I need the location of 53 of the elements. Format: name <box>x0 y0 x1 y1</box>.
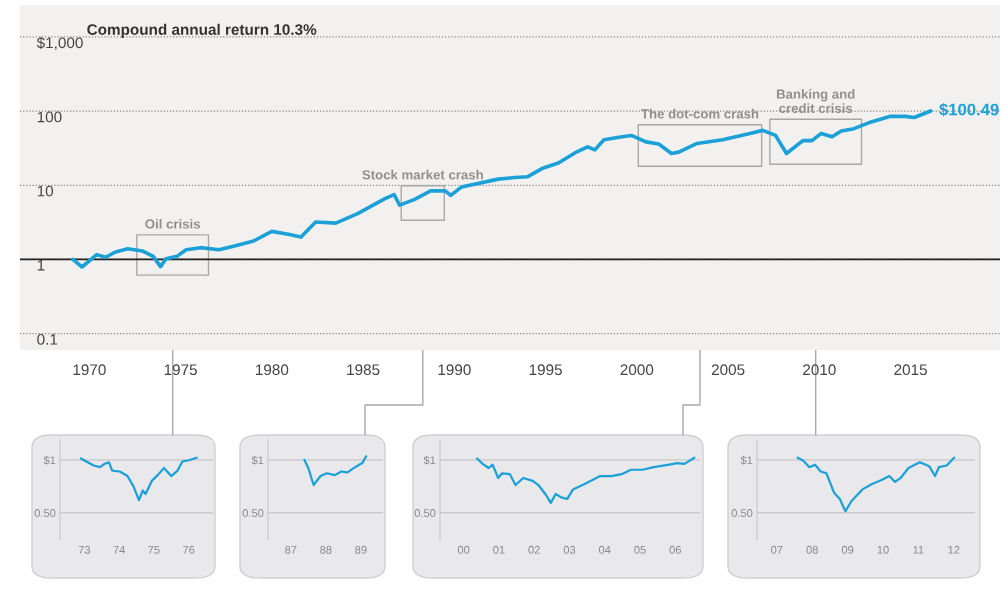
line-series <box>475 456 696 504</box>
y-tick-label: $1 <box>251 455 264 465</box>
x-tick-label: 2005 <box>711 364 745 376</box>
y-tick-label: $1 <box>43 455 56 465</box>
x-tick-label: 2015 <box>894 364 927 376</box>
x-tick-label: 73 <box>78 545 91 554</box>
x-tick-label: 75 <box>148 545 160 554</box>
x-tick-label: 10 <box>877 545 889 554</box>
x-tick-label: 09 <box>841 545 854 554</box>
y-tick-label: 10 <box>37 185 54 197</box>
x-tick-label: 1990 <box>438 364 471 376</box>
annotation: Stock market crash <box>362 169 483 180</box>
x-tick-label: 2010 <box>803 364 836 376</box>
x-tick-label: 00 <box>457 545 470 554</box>
y-tick-label: 0.50 <box>34 509 56 517</box>
annotation: Banking and credit crisis <box>776 89 855 114</box>
x-tick-label: 08 <box>806 545 818 554</box>
line-series <box>79 456 198 502</box>
y-tick-label: 0.50 <box>414 509 436 517</box>
annotation: Oil crisis <box>145 218 200 229</box>
x-tick-label: 05 <box>634 545 646 554</box>
x-tick-label: 74 <box>113 545 125 554</box>
y-tick-label: $1,000 <box>36 36 83 51</box>
y-tick-label: 100 <box>37 111 62 123</box>
x-tick-label: 11 <box>913 545 924 554</box>
x-tick-label: 76 <box>183 545 195 554</box>
y-tick-label: 0.50 <box>731 509 753 517</box>
annotation: Compound annual return 10.3% <box>87 23 317 38</box>
data-label: $100.49 <box>939 102 999 117</box>
x-tick-label: 07 <box>771 545 783 554</box>
annotation: The dot-com crash <box>641 108 759 119</box>
x-tick-label: 1985 <box>347 364 380 376</box>
line-series <box>303 455 368 487</box>
x-tick-label: 02 <box>528 545 540 554</box>
y-tick-label: $1 <box>423 455 436 465</box>
x-tick-label: 87 <box>285 545 297 554</box>
x-tick-label: 1970 <box>73 364 106 376</box>
x-tick-label: 2000 <box>620 364 654 376</box>
x-tick-label: 1995 <box>529 364 562 376</box>
x-tick-label: 04 <box>599 545 611 554</box>
x-tick-label: 1975 <box>164 364 197 376</box>
y-tick-label: 0.1 <box>37 333 58 345</box>
x-tick-label: 03 <box>563 545 576 554</box>
x-tick-label: 06 <box>669 545 681 554</box>
y-tick-label: 0.50 <box>242 509 264 517</box>
x-tick-label: 88 <box>320 545 332 554</box>
line-series <box>796 456 956 513</box>
y-tick-label: 1 <box>37 259 45 271</box>
x-tick-label: 01 <box>493 545 505 554</box>
y-tick-label: $1 <box>740 455 753 465</box>
x-tick-label: 89 <box>355 545 367 554</box>
x-tick-label: 1980 <box>256 364 289 376</box>
x-tick-label: 12 <box>948 545 960 554</box>
